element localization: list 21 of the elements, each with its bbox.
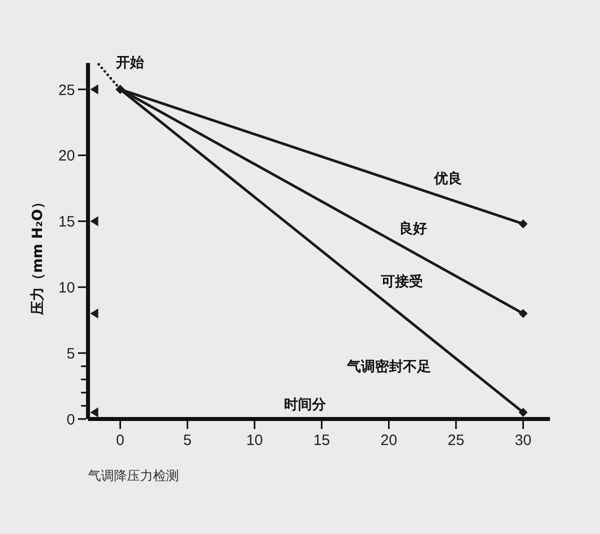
y-tick-label: 0 <box>66 411 75 428</box>
annotation: 气调密封不足 <box>346 358 431 375</box>
y-tick-label: 20 <box>58 148 75 165</box>
annotation: 可接受 <box>381 274 424 290</box>
x-tick-label: 20 <box>380 432 398 449</box>
y-tick-label: 15 <box>58 214 75 231</box>
x-tick-label: 25 <box>448 432 464 449</box>
x-tick-label: 10 <box>246 432 263 449</box>
x-tick-label: 30 <box>514 432 532 449</box>
x-tick-label: 0 <box>116 432 124 449</box>
x-axis-title: 时间分 <box>284 397 326 413</box>
annotation: 优良 <box>434 170 462 187</box>
text: 气调降压力检测 <box>88 468 179 485</box>
y-tick-label: 5 <box>66 345 75 362</box>
annotation: 开始 <box>116 55 144 72</box>
x-tick-label: 15 <box>313 432 330 449</box>
y-tick-label: 10 <box>58 280 75 297</box>
annotation: 良好 <box>399 221 428 238</box>
y-tick-label: 25 <box>58 82 75 99</box>
x-tick-label: 5 <box>183 432 192 449</box>
y-axis-title: 压力（mm H₂O） <box>30 195 46 315</box>
